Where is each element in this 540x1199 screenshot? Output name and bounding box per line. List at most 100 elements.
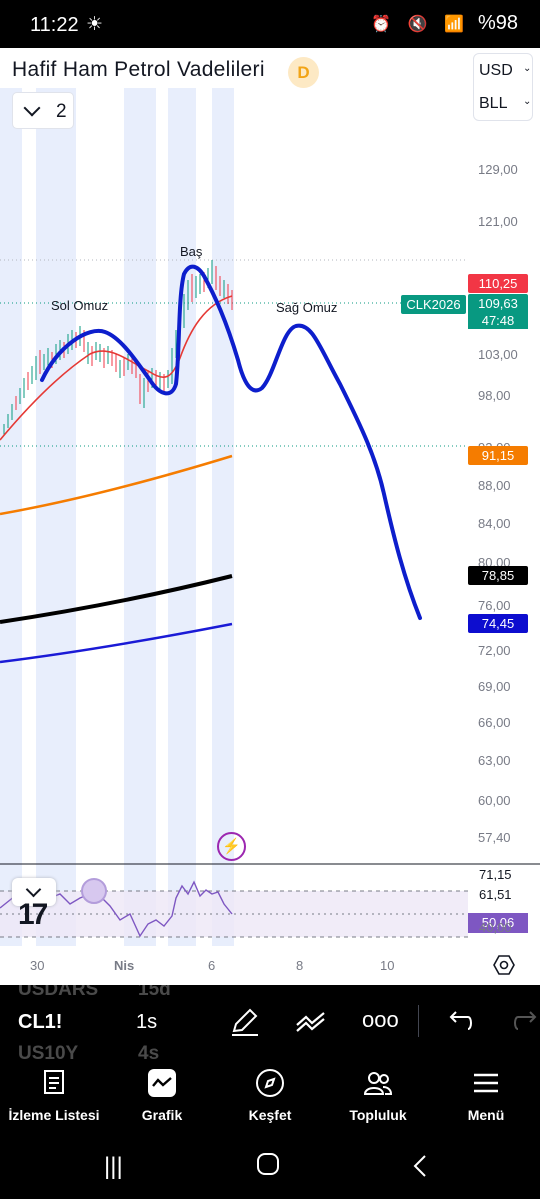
nav-label: İzleme Listesi bbox=[8, 1107, 100, 1123]
status-bar: 11:22 ☀ ⏰ 🔇 📶 %98 bbox=[0, 0, 540, 48]
ghost-symbol: USDARS bbox=[18, 985, 99, 1000]
time-tick: 8 bbox=[296, 958, 304, 973]
unit-selector[interactable]: USD ⌄ BLL ⌄ bbox=[473, 53, 533, 121]
price-tick: 57,40 bbox=[478, 830, 511, 845]
nav-community[interactable]: Topluluk bbox=[324, 1060, 432, 1135]
nav-label: Topluluk bbox=[349, 1107, 407, 1123]
nav-chart[interactable]: Grafik bbox=[108, 1060, 216, 1135]
chart-toolbar: USDARS 15d CL1! 1s US10Y 4s ooo bbox=[0, 985, 540, 1060]
bar-countdown: 47:48 bbox=[468, 312, 528, 329]
replay-icon[interactable] bbox=[81, 878, 107, 904]
orange-ma-line bbox=[0, 454, 233, 516]
menu-icon bbox=[474, 1073, 498, 1093]
home-icon[interactable] bbox=[256, 1151, 280, 1177]
community-icon bbox=[363, 1072, 393, 1095]
price-tick: 66,00 bbox=[478, 715, 511, 730]
orange-ma-tag: 91,15 bbox=[468, 446, 528, 465]
tradingview-logo: 17 bbox=[18, 898, 48, 931]
recent-apps-icon[interactable]: ||| bbox=[104, 1153, 123, 1180]
time-tick: 10 bbox=[380, 958, 395, 973]
time-tick: 6 bbox=[208, 958, 216, 973]
chart-settings-icon[interactable] bbox=[493, 954, 515, 976]
symbol-selector[interactable]: CL1! bbox=[18, 1011, 63, 1033]
contract-symbol-tag: CLK2026 bbox=[401, 295, 466, 314]
black-ma-line bbox=[0, 574, 233, 624]
time-tick: 30 bbox=[30, 958, 45, 973]
ghost-interval: 4s bbox=[138, 1043, 160, 1060]
indicator-count: 2 bbox=[56, 101, 67, 122]
rsi-value-tag: 50,06 bbox=[468, 913, 528, 933]
price-tick: 103,00 bbox=[478, 347, 518, 362]
nav-explore[interactable]: Keşfet bbox=[216, 1060, 324, 1135]
last-price-tag: 109,63 bbox=[468, 294, 528, 313]
session-band bbox=[0, 88, 22, 946]
head-shoulders-drawing bbox=[40, 264, 422, 620]
chevron-down-icon bbox=[25, 881, 42, 898]
interval-selector[interactable]: 1s bbox=[136, 1011, 158, 1033]
ghost-symbol: US10Y bbox=[18, 1043, 79, 1060]
brightness-icon: ☀ bbox=[86, 14, 104, 35]
interval-collapse-button[interactable]: 2 bbox=[12, 92, 74, 129]
currency-value: USD bbox=[479, 62, 513, 79]
session-band bbox=[124, 88, 156, 946]
black-ma-tag: 78,85 bbox=[468, 566, 528, 585]
watchlist-icon bbox=[44, 1070, 64, 1094]
chevron-down-icon bbox=[23, 99, 41, 117]
chart-icon bbox=[148, 1069, 176, 1097]
ghost-interval: 15d bbox=[138, 985, 171, 1000]
trend-line-icon[interactable] bbox=[294, 1005, 328, 1039]
price-tick: 88,00 bbox=[478, 478, 511, 493]
rsi-mid-label: 61,51 bbox=[479, 887, 512, 902]
time-tick: Nis bbox=[114, 958, 135, 973]
price-tick: 63,00 bbox=[478, 753, 511, 768]
toolbar-divider bbox=[418, 1005, 419, 1037]
session-band bbox=[168, 88, 196, 946]
price-tick: 98,00 bbox=[478, 388, 511, 403]
short-ma-line bbox=[0, 295, 233, 441]
price-tick: 72,00 bbox=[478, 643, 511, 658]
battery-level: %98 bbox=[477, 12, 518, 34]
currency-selector[interactable]: USD ⌄ bbox=[479, 62, 531, 80]
unit-dropdown[interactable]: BLL ⌄ bbox=[479, 95, 531, 113]
high-price-tag: 110,25 bbox=[468, 274, 528, 293]
system-navigation: ||| bbox=[0, 1135, 540, 1199]
nav-label: Menü bbox=[467, 1107, 505, 1123]
back-icon[interactable] bbox=[410, 1153, 430, 1179]
right-shoulder-label: Sağ Omuz bbox=[276, 300, 338, 315]
blue-ma-line bbox=[0, 622, 233, 664]
rsi-upper-label: 71,15 bbox=[479, 867, 512, 882]
redo-icon[interactable] bbox=[510, 1005, 540, 1039]
undo-icon[interactable] bbox=[442, 1005, 476, 1039]
price-tick: 69,00 bbox=[478, 679, 511, 694]
status-time: 11:22 bbox=[30, 14, 79, 36]
chevron-down-icon: ⌄ bbox=[523, 96, 532, 107]
chart-canvas[interactable] bbox=[0, 48, 540, 1008]
price-tick: 84,00 bbox=[478, 516, 511, 531]
head-label: Baş bbox=[180, 244, 203, 259]
session-band bbox=[36, 88, 76, 946]
price-tick: 121,00 bbox=[478, 214, 518, 229]
nav-menu[interactable]: Menü bbox=[432, 1060, 540, 1135]
pane-collapse-button[interactable] bbox=[12, 878, 56, 906]
more-icon[interactable]: ooo bbox=[362, 1007, 399, 1032]
price-tick-partial: 92,00 bbox=[478, 440, 511, 446]
nav-label: Grafik bbox=[141, 1107, 183, 1123]
bottom-navigation: İzleme Listesi Grafik Keşfet Topluluk Me… bbox=[0, 1060, 540, 1135]
pencil-icon[interactable] bbox=[228, 1005, 262, 1039]
price-tick: 76,00 bbox=[478, 598, 511, 613]
nav-label: Keşfet bbox=[248, 1107, 292, 1123]
blue-ma-tag: 74,45 bbox=[468, 614, 528, 633]
price-tick: 60,00 bbox=[478, 793, 511, 808]
chart-screen: Hafif Ham Petrol Vadelileri D USD ⌄ BLL … bbox=[0, 48, 540, 1058]
session-band bbox=[212, 88, 234, 946]
left-shoulder-label: Sol Omuz bbox=[51, 298, 109, 313]
rsi-lower-label: 40,00 bbox=[479, 920, 512, 935]
compass-icon bbox=[256, 1069, 284, 1097]
instrument-title[interactable]: Hafif Ham Petrol Vadelileri bbox=[12, 58, 265, 81]
chevron-down-icon: ⌄ bbox=[523, 63, 532, 74]
unit-value: BLL bbox=[479, 95, 508, 112]
delayed-data-badge[interactable]: D bbox=[288, 57, 319, 88]
price-tick: 129,00 bbox=[478, 162, 518, 177]
lightning-icon[interactable]: ⚡ bbox=[217, 832, 246, 861]
nav-watchlist[interactable]: İzleme Listesi bbox=[0, 1060, 108, 1135]
